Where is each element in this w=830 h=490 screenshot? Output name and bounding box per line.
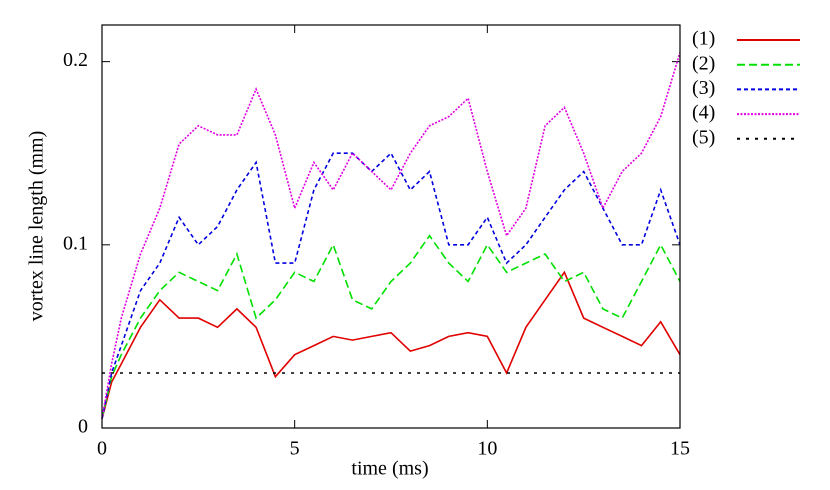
- plot-frame: [101, 24, 681, 429]
- y-tick-label: 0.2: [63, 49, 88, 71]
- series-line: [101, 151, 681, 419]
- legend-label: (2): [692, 52, 715, 74]
- x-tick-label: 10: [477, 438, 497, 460]
- legend-label: (3): [692, 77, 715, 99]
- legend-label: (5): [692, 126, 715, 148]
- series-line: [101, 52, 681, 419]
- x-axis-label: time (ms): [351, 458, 428, 480]
- legend-label: (4): [692, 102, 715, 124]
- x-tick-label: 0: [97, 438, 107, 460]
- y-tick-label: 0.1: [63, 232, 88, 254]
- y-tick-label: 0: [78, 416, 88, 438]
- x-tick-label: 5: [290, 438, 300, 460]
- x-tick-label: 15: [670, 438, 690, 460]
- series-line: [101, 270, 681, 420]
- series-line: [101, 234, 681, 419]
- legend-label: (1): [692, 28, 715, 50]
- y-axis-label: vortex line length (mm): [26, 131, 48, 322]
